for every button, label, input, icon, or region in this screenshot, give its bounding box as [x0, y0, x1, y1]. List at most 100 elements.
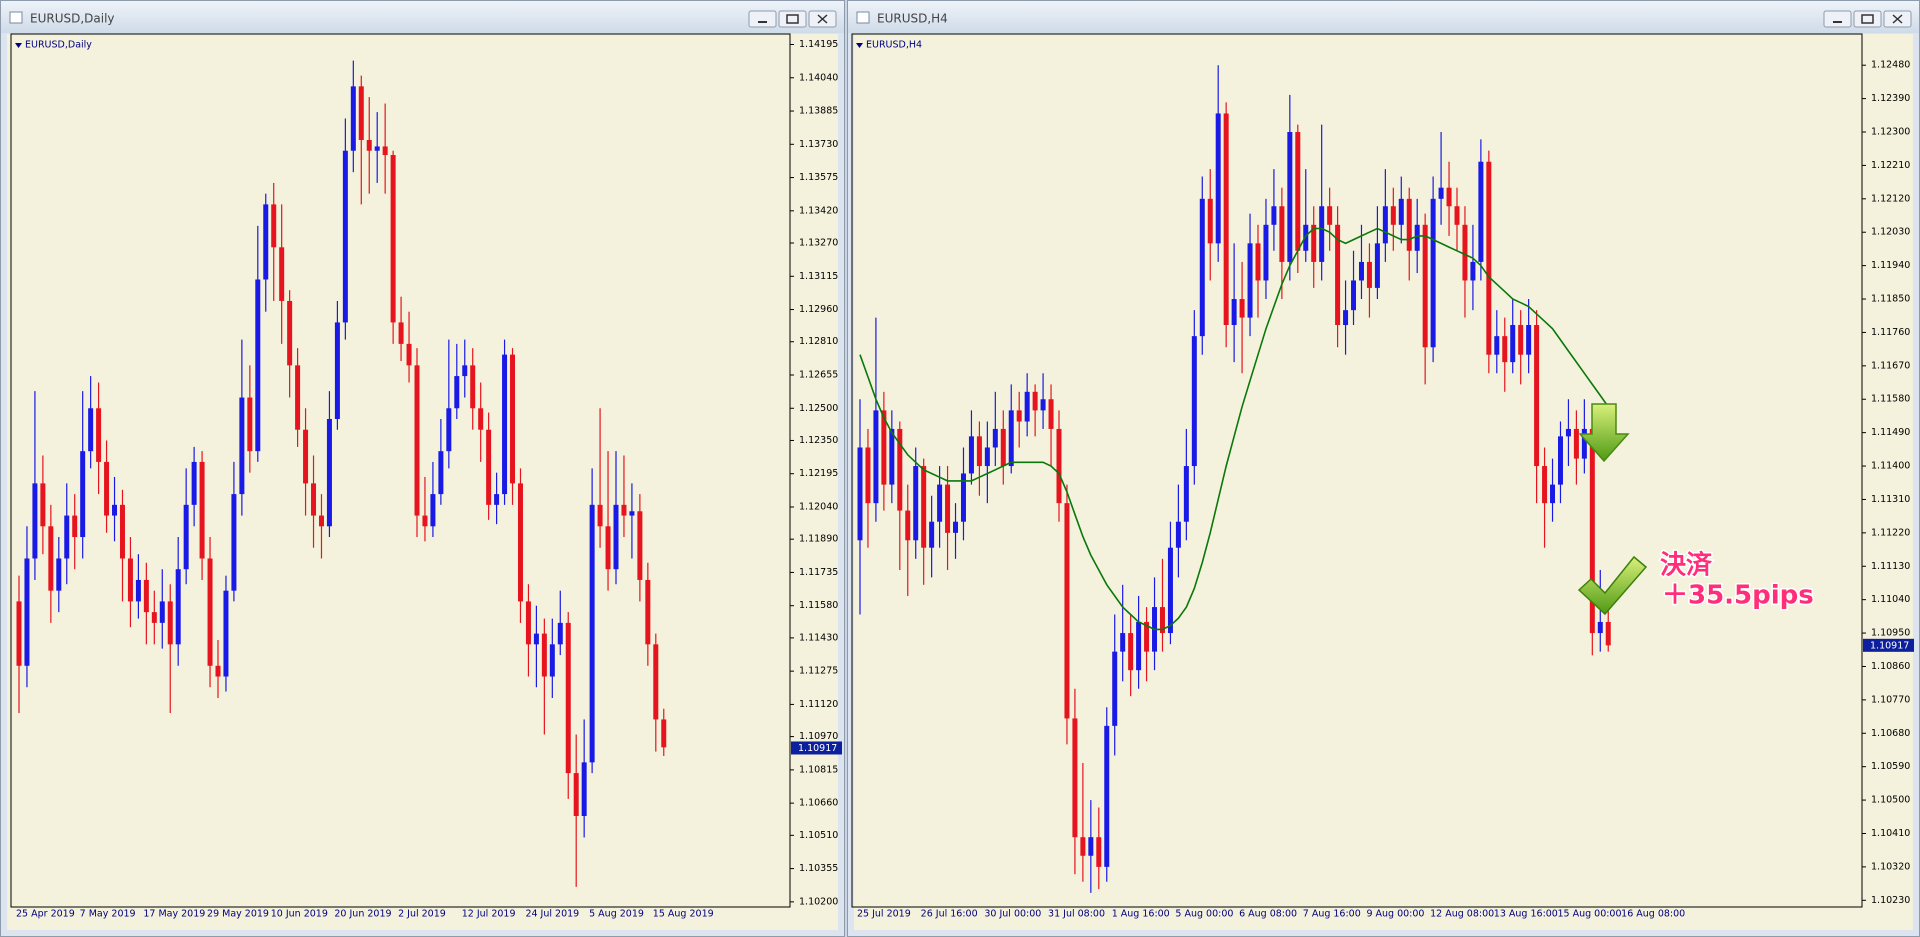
candle-body	[1542, 466, 1548, 504]
candle-body	[597, 504, 603, 527]
candle-body	[1573, 428, 1579, 459]
y-tick-label: 1.11275	[799, 666, 838, 677]
candle-body	[889, 428, 895, 485]
candle-body	[557, 622, 563, 645]
minimize-button[interactable]	[1823, 10, 1852, 28]
candle-body	[1008, 410, 1014, 467]
candle-body	[446, 408, 452, 452]
candle-body	[1510, 325, 1516, 363]
y-tick-label: 1.10590	[1871, 761, 1910, 772]
y-tick-label: 1.11670	[1871, 360, 1910, 371]
candle-body	[1072, 718, 1078, 838]
candle-body	[1032, 391, 1038, 411]
candle-body	[135, 579, 141, 602]
candle-body	[223, 590, 229, 677]
candle-body	[318, 515, 324, 527]
y-tick-label: 1.10815	[799, 764, 838, 775]
x-tick-label: 6 Aug 08:00	[1239, 909, 1297, 920]
candle-body	[287, 300, 293, 366]
y-tick-label: 1.11430	[799, 632, 838, 643]
candle-body	[390, 155, 396, 323]
candle-body	[271, 204, 277, 248]
plot-border	[851, 33, 1863, 908]
maximize-button[interactable]	[778, 10, 807, 28]
candle-body	[1064, 503, 1070, 719]
candle-body	[573, 773, 579, 817]
candle-body	[1534, 325, 1540, 467]
candle-body	[1446, 187, 1452, 207]
candle-body	[1589, 428, 1595, 634]
maximize-icon	[1861, 14, 1874, 24]
y-tick-label: 1.10510	[799, 830, 838, 841]
candle-body	[581, 762, 587, 817]
x-tick-label: 12 Jul 2019	[462, 909, 516, 920]
candle-body	[334, 322, 340, 419]
candle-body	[960, 473, 966, 522]
candle-body	[414, 365, 420, 516]
candle-body	[517, 483, 523, 602]
x-tick-label: 15 Aug 00:00	[1557, 909, 1621, 920]
candle-body	[929, 521, 935, 548]
y-tick-label: 1.12350	[799, 435, 838, 446]
candle-body	[199, 461, 205, 559]
y-tick-label: 1.13730	[799, 139, 838, 150]
window-icon	[9, 11, 23, 24]
minimize-button[interactable]	[748, 10, 777, 28]
y-tick-label: 1.11760	[1871, 327, 1910, 338]
y-tick-label: 1.12195	[799, 468, 838, 479]
chart-label-icon	[856, 43, 863, 48]
candle-body	[191, 461, 197, 505]
candle-body	[239, 397, 245, 495]
maximize-button[interactable]	[1853, 10, 1882, 28]
x-tick-label: 7 Aug 16:00	[1303, 909, 1361, 920]
candle-body	[56, 558, 62, 591]
candle-body	[1295, 132, 1301, 251]
current-price-label: 1.10917	[798, 743, 837, 754]
y-tick-label: 1.12120	[1871, 193, 1910, 204]
x-tick-label: 25 Apr 2019	[16, 909, 75, 920]
y-tick-label: 1.12960	[799, 304, 838, 315]
candle-body	[175, 569, 181, 645]
x-tick-label: 17 May 2019	[143, 909, 205, 920]
candle-body	[1581, 428, 1587, 459]
candle-body	[231, 494, 237, 591]
candle-body	[1358, 261, 1364, 281]
y-tick-label: 1.12500	[799, 403, 838, 414]
candle-body	[303, 429, 309, 484]
candle-body	[16, 601, 22, 666]
candle-body	[921, 466, 927, 548]
candle-body	[1494, 336, 1500, 355]
candle-body	[1430, 198, 1436, 348]
candle-body	[881, 410, 887, 485]
candle-body	[438, 451, 444, 495]
candle-body	[1605, 621, 1611, 646]
candle-body	[24, 558, 30, 666]
maximize-icon	[786, 14, 799, 24]
candle-body	[1175, 521, 1181, 548]
chart-background	[7, 34, 838, 930]
x-tick-label: 30 Jul 00:00	[984, 909, 1041, 920]
candle-body	[525, 601, 531, 645]
x-tick-label: 26 Jul 16:00	[921, 909, 978, 920]
candle-body	[247, 397, 253, 452]
candle-body	[462, 365, 468, 377]
trade-annotation: ＋35.5pips	[1662, 581, 1814, 611]
candle-body	[937, 484, 943, 522]
candle-body	[1438, 187, 1444, 199]
y-tick-label: 1.10230	[1871, 895, 1910, 906]
candle-body	[1597, 621, 1603, 634]
candle-body	[255, 279, 261, 452]
candle-body	[1223, 113, 1229, 326]
candle-body	[1056, 428, 1062, 504]
candle-body	[1215, 113, 1221, 244]
exit-arrow-icon	[1578, 403, 1630, 463]
y-tick-label: 1.12655	[799, 370, 838, 381]
candle-body	[913, 466, 919, 541]
x-tick-label: 29 May 2019	[207, 909, 269, 920]
candle-body	[1414, 224, 1420, 251]
y-tick-label: 1.10770	[1871, 694, 1910, 705]
candle-body	[494, 494, 500, 505]
candle-body	[953, 521, 959, 533]
candle-body	[1279, 206, 1285, 262]
